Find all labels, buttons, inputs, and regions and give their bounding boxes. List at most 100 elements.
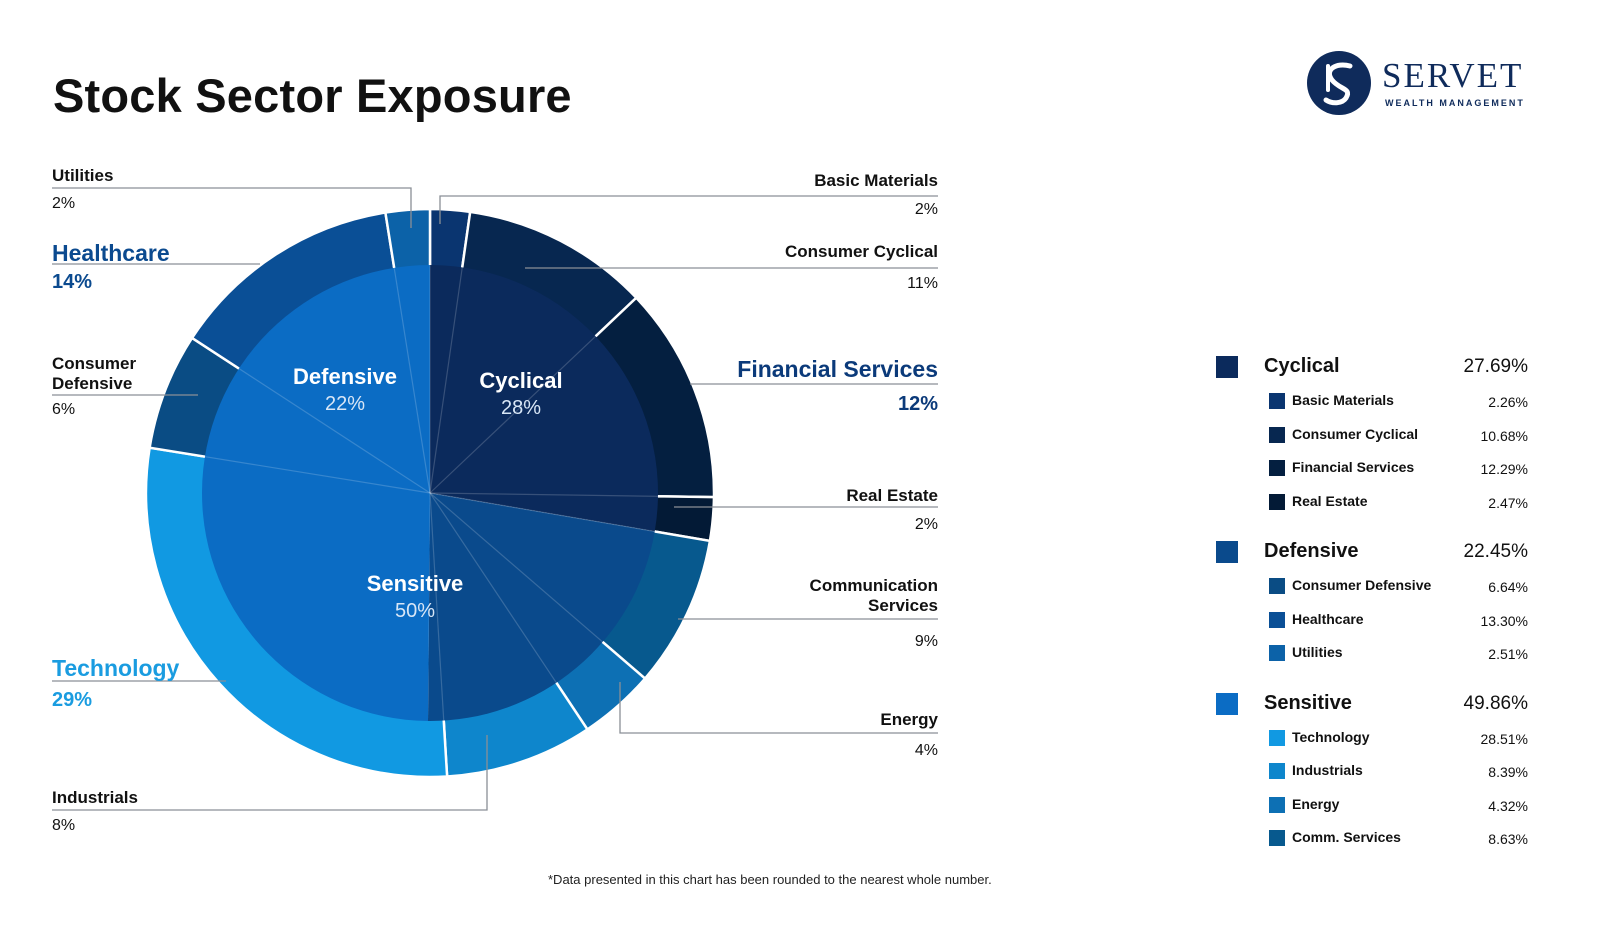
- slice-divider: [429, 492, 714, 498]
- callout-pct-basic-materials: 2%: [914, 201, 938, 218]
- legend-item-financial-services: Financial Services 12.29%: [1216, 456, 1528, 480]
- callout-pct-real-estate: 2%: [914, 516, 938, 533]
- slice-divider: [191, 337, 431, 494]
- legend-swatch: [1269, 611, 1285, 628]
- callout-pct-consumer-defensive: 6%: [52, 401, 76, 418]
- legend-item-name: Technology: [1292, 728, 1370, 745]
- callout-pct-consumer-cyclical: 11%: [907, 275, 938, 292]
- callout-label-consumer-cyclical: Consumer Cyclical: [784, 242, 938, 261]
- logo-brand: SERVET: [1382, 56, 1524, 95]
- legend-item-name: Utilities: [1292, 644, 1343, 660]
- legend-group-name: Sensitive: [1264, 691, 1352, 714]
- legend-swatch: [1269, 393, 1285, 409]
- legend-item-name: Basic Materials: [1292, 392, 1394, 408]
- legend-swatch: [1269, 830, 1285, 846]
- legend-swatch: [1269, 578, 1285, 594]
- legend-item-name: Real Estate: [1292, 492, 1368, 509]
- legend-group-value: 22.45%: [1463, 541, 1528, 562]
- callout-pct-industrials: 8%: [52, 817, 76, 834]
- legend-group-name: Defensive: [1264, 540, 1359, 562]
- slice-divider: [384, 212, 431, 494]
- legend-item-name: Industrials: [1292, 762, 1363, 778]
- sector-pie-chart: Cyclical 28% Defensive 22% Sensitive 50%: [52, 187, 938, 811]
- legend-item-basic-materials: Basic Materials 2.26%: [1216, 389, 1528, 413]
- footnote: *Data presented in this chart has been r…: [548, 872, 992, 887]
- legend-item-value: 4.32%: [1488, 797, 1528, 814]
- legend-swatch: [1216, 541, 1238, 563]
- legend-item-industrials: Industrials 8.39%: [1216, 759, 1528, 783]
- legend-item-utilities: Utilities 2.51%: [1216, 641, 1528, 665]
- legend-item-value: 8.63%: [1488, 831, 1528, 847]
- inner-pct-cyclical: 28%: [501, 397, 541, 419]
- inner-label-defensive: Defensive: [293, 364, 397, 389]
- slice-divider: [429, 492, 711, 542]
- legend-item-value: 13.30%: [1480, 612, 1528, 629]
- slice-divider: [429, 492, 588, 730]
- legend-item-consumer-cyclical: Consumer Cyclical 10.68%: [1216, 423, 1528, 447]
- legend-item-value: 6.64%: [1488, 579, 1528, 595]
- logo-tagline: WEALTH MANAGEMENT: [1385, 98, 1525, 108]
- legend-group-sensitive: Sensitive 49.86%: [1216, 689, 1528, 715]
- callout-label-utilities: Utilities: [52, 166, 114, 185]
- legend-item-value: 28.51%: [1480, 730, 1528, 747]
- legend-group-value: 27.69%: [1463, 356, 1528, 377]
- legend-item-value: 12.29%: [1480, 461, 1528, 477]
- callout-pct-utilities: 2%: [52, 195, 76, 212]
- inner-slice-cyclical: [430, 265, 658, 532]
- legend-item-energy: Energy 4.32%: [1216, 793, 1528, 817]
- legend-group-cyclical: Cyclical 27.69%: [1216, 352, 1528, 378]
- inner-label-sensitive: Sensitive: [367, 571, 464, 596]
- leader-line-utilities: [52, 187, 412, 228]
- callout-label-consumer-defensive: Consumer Defensive: [52, 354, 137, 394]
- legend-item-name: Financial Services: [1292, 459, 1415, 475]
- legend-item-consumer-defensive: Consumer Defensive 6.64%: [1216, 574, 1528, 598]
- inner-pct-defensive: 22%: [325, 393, 365, 415]
- inner-slice-sensitive: [202, 265, 430, 721]
- inner-pct-sensitive: 50%: [395, 600, 435, 622]
- slice-divider: [429, 492, 448, 777]
- legend-swatch: [1269, 729, 1285, 746]
- legend-item-value: 2.51%: [1488, 646, 1528, 662]
- callout-pct-technology: 29%: [52, 689, 93, 711]
- slice-divider: [429, 492, 646, 679]
- slice-divider: [429, 211, 471, 494]
- slice-utilities: [383, 207, 432, 272]
- callout-label-energy: Energy: [880, 710, 938, 729]
- legend-item-communication-services: Comm. Services 8.63%: [1216, 826, 1528, 850]
- legend-group-value: 49.86%: [1463, 692, 1528, 714]
- legend-swatch: [1269, 796, 1285, 813]
- callout-pct-communication-services: 9%: [914, 633, 938, 650]
- slice-divider: [429, 297, 637, 494]
- legend-swatch: [1216, 692, 1238, 715]
- callout-pct-healthcare: 14%: [52, 271, 93, 293]
- legend-swatch: [1269, 645, 1285, 661]
- legend-item-healthcare: Healthcare 13.30%: [1216, 608, 1528, 632]
- legend-item-value: 10.68%: [1480, 427, 1528, 444]
- leader-line-industrials: [52, 735, 488, 811]
- page-title: Stock Sector Exposure: [53, 69, 572, 122]
- leader-line-energy: [619, 682, 938, 734]
- legend-swatch: [1269, 763, 1285, 779]
- legend-item-name: Healthcare: [1292, 610, 1364, 627]
- legend-item-technology: Technology 28.51%: [1216, 726, 1528, 750]
- brand-logo: SERVET WEALTH MANAGEMENT: [1306, 50, 1536, 120]
- legend-item-real-estate: Real Estate 2.47%: [1216, 490, 1528, 514]
- callout-label-financial-services: Financial Services: [737, 356, 938, 382]
- callout-label-basic-materials: Basic Materials: [814, 171, 938, 190]
- legend-item-name: Consumer Defensive: [1292, 577, 1432, 593]
- legend-swatch: [1216, 356, 1238, 378]
- legend-group-defensive: Defensive 22.45%: [1216, 537, 1528, 563]
- leader-line-basic-materials: [439, 195, 938, 224]
- callout-pct-financial-services: 12%: [897, 393, 938, 415]
- callout-label-industrials: Industrials: [52, 788, 138, 807]
- callout-label-technology: Technology: [52, 655, 180, 681]
- legend-item-value: 2.26%: [1488, 394, 1528, 410]
- callout-pct-energy: 4%: [914, 742, 938, 759]
- legend-swatch: [1269, 493, 1285, 510]
- callout-label-real-estate: Real Estate: [846, 486, 938, 505]
- legend-group-name: Cyclical: [1264, 355, 1340, 377]
- legend-item-name: Energy: [1292, 795, 1340, 812]
- legend-item-value: 8.39%: [1488, 764, 1528, 780]
- legend-swatch: [1269, 460, 1285, 476]
- callout-label-communication-services: Communication Services: [809, 576, 938, 616]
